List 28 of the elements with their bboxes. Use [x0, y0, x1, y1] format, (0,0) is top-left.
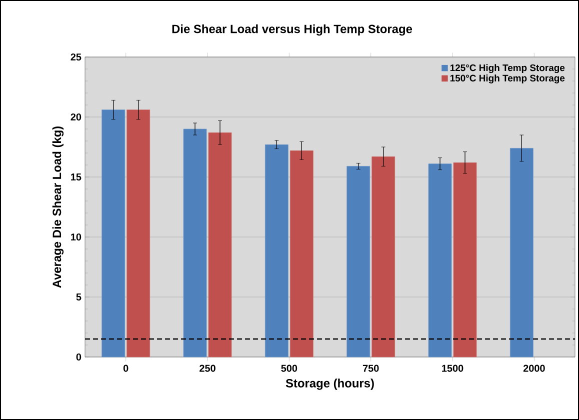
chart-title: Die Shear Load versus High Temp Storage: [172, 24, 412, 36]
x-tick-label: 500: [281, 364, 298, 372]
y-tick-label: 25: [70, 53, 82, 61]
bar: [264, 144, 288, 358]
bar: [428, 164, 452, 358]
x-tick-label: 1500: [442, 364, 464, 372]
x-tick-label: 750: [362, 364, 379, 372]
bar: [183, 128, 207, 358]
legend-label: 150°C High Temp Storage: [450, 74, 565, 84]
y-tick-label: 5: [76, 294, 82, 300]
x-tick-label: 250: [200, 364, 216, 372]
y-axis-title: Average Die Shear Load (kg): [52, 126, 64, 288]
bar: [372, 156, 396, 358]
x-tick-label: 0: [123, 364, 128, 372]
bar: [208, 132, 232, 358]
bar: [126, 110, 150, 358]
x-tick-label: 2000: [523, 364, 545, 372]
bar: [102, 110, 126, 358]
legend-label: 125°C High Temp Storage: [450, 64, 565, 74]
bar: [510, 148, 534, 358]
y-tick-label: 15: [71, 174, 82, 180]
bar: [346, 166, 370, 358]
y-tick-label: 20: [70, 113, 82, 121]
y-tick-label: 10: [71, 233, 82, 241]
x-axis-title: Storage (hours): [286, 378, 374, 390]
y-tick-label: 0: [76, 353, 82, 361]
bar: [290, 150, 314, 358]
bar: [453, 162, 477, 358]
